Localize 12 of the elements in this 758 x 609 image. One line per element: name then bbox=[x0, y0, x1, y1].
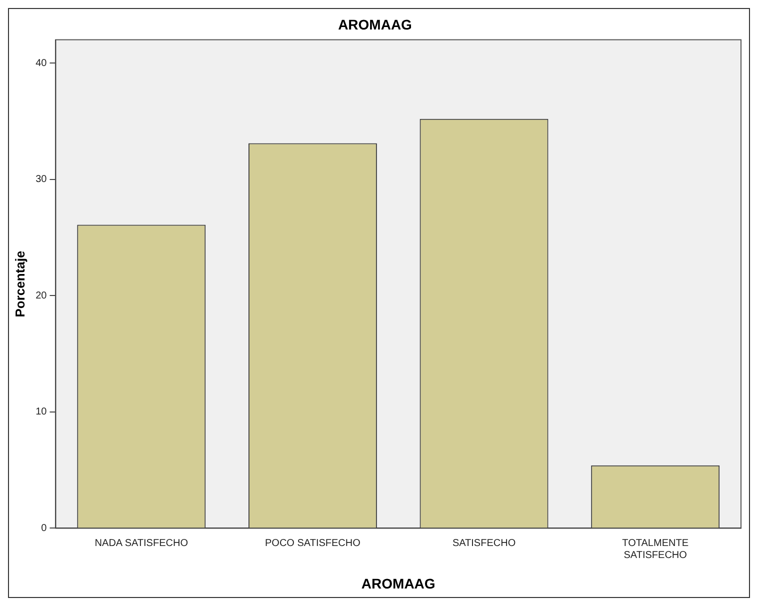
x-tick-label: NADA SATISFECHO bbox=[94, 538, 188, 549]
x-tick-label: POCO SATISFECHO bbox=[265, 538, 361, 549]
x-tick-label: TOTALMENTE SATISFECHO bbox=[622, 538, 689, 561]
chart-title: AROMAAG bbox=[338, 16, 412, 32]
y-axis-title: Porcentaje bbox=[12, 250, 28, 318]
x-axis-title: AROMAAG bbox=[361, 575, 436, 592]
y-tick-label: 20 bbox=[36, 290, 48, 302]
y-tick-label: 40 bbox=[36, 58, 48, 69]
y-tick-label: 0 bbox=[41, 522, 48, 534]
y-tick-label: 10 bbox=[36, 406, 48, 418]
x-tick-label: SATISFECHO bbox=[452, 538, 516, 549]
y-tick-label: 30 bbox=[36, 174, 48, 186]
